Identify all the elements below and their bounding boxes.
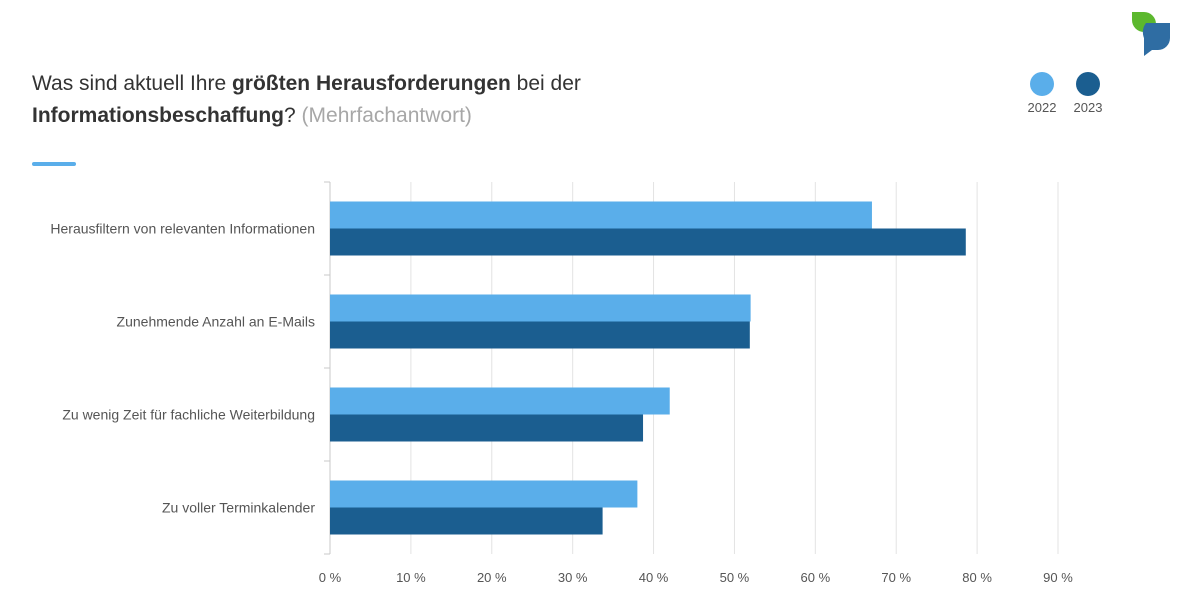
x-tick-label-20: 20 %: [477, 570, 507, 585]
title-part-3: ?: [284, 104, 302, 127]
bar-2022-2: [330, 387, 670, 415]
accent-line: [32, 162, 76, 166]
category-label-2: Zu wenig Zeit für fachliche Weiterbildun…: [62, 407, 315, 423]
x-tick-label-0: 0 %: [319, 570, 342, 585]
bar-2022-0: [330, 201, 872, 229]
title-part-2: bei der: [510, 72, 581, 95]
x-tick-label-50: 50 %: [720, 570, 750, 585]
bar-2023-1: [330, 321, 750, 349]
category-label-3: Zu voller Terminkalender: [162, 500, 315, 516]
legend: 2022 2023: [1022, 72, 1122, 122]
x-tick-label-90: 90 %: [1043, 570, 1073, 585]
legend-label-2023: 2023: [1073, 100, 1103, 115]
bar-2022-3: [330, 480, 638, 508]
legend-dot-2022: [1030, 72, 1054, 96]
category-label-1: Zunehmende Anzahl an E-Mails: [117, 314, 315, 330]
title-bold-2: Informationsbeschaffung: [32, 104, 285, 127]
x-tick-label-40: 40 %: [639, 570, 669, 585]
title-bold-1: größten Herausforderungen: [231, 72, 511, 95]
x-tick-label-80: 80 %: [962, 570, 992, 585]
legend-item-2022: 2022: [1022, 72, 1062, 115]
bar-2022-1: [330, 294, 751, 322]
speech-bubble-logo-icon: [1132, 12, 1170, 56]
bar-2023-3: [330, 507, 603, 535]
logo-blue-bubble: [1142, 23, 1170, 56]
bar-2023-2: [330, 414, 644, 442]
title-hint: (Mehrfachantwort): [301, 104, 472, 127]
chart-title: Was sind aktuell Ihre größten Herausford…: [32, 68, 652, 132]
category-label-0: Herausfiltern von relevanten Information…: [50, 221, 315, 237]
x-tick-label-70: 70 %: [881, 570, 911, 585]
legend-label-2022: 2022: [1027, 100, 1057, 115]
title-part-1: Was sind aktuell Ihre: [32, 72, 232, 95]
x-tick-label-60: 60 %: [801, 570, 831, 585]
x-tick-label-10: 10 %: [396, 570, 426, 585]
x-tick-label-30: 30 %: [558, 570, 588, 585]
bar-2023-0: [330, 228, 966, 256]
legend-item-2023: 2023: [1068, 72, 1108, 115]
legend-dot-2023: [1076, 72, 1100, 96]
